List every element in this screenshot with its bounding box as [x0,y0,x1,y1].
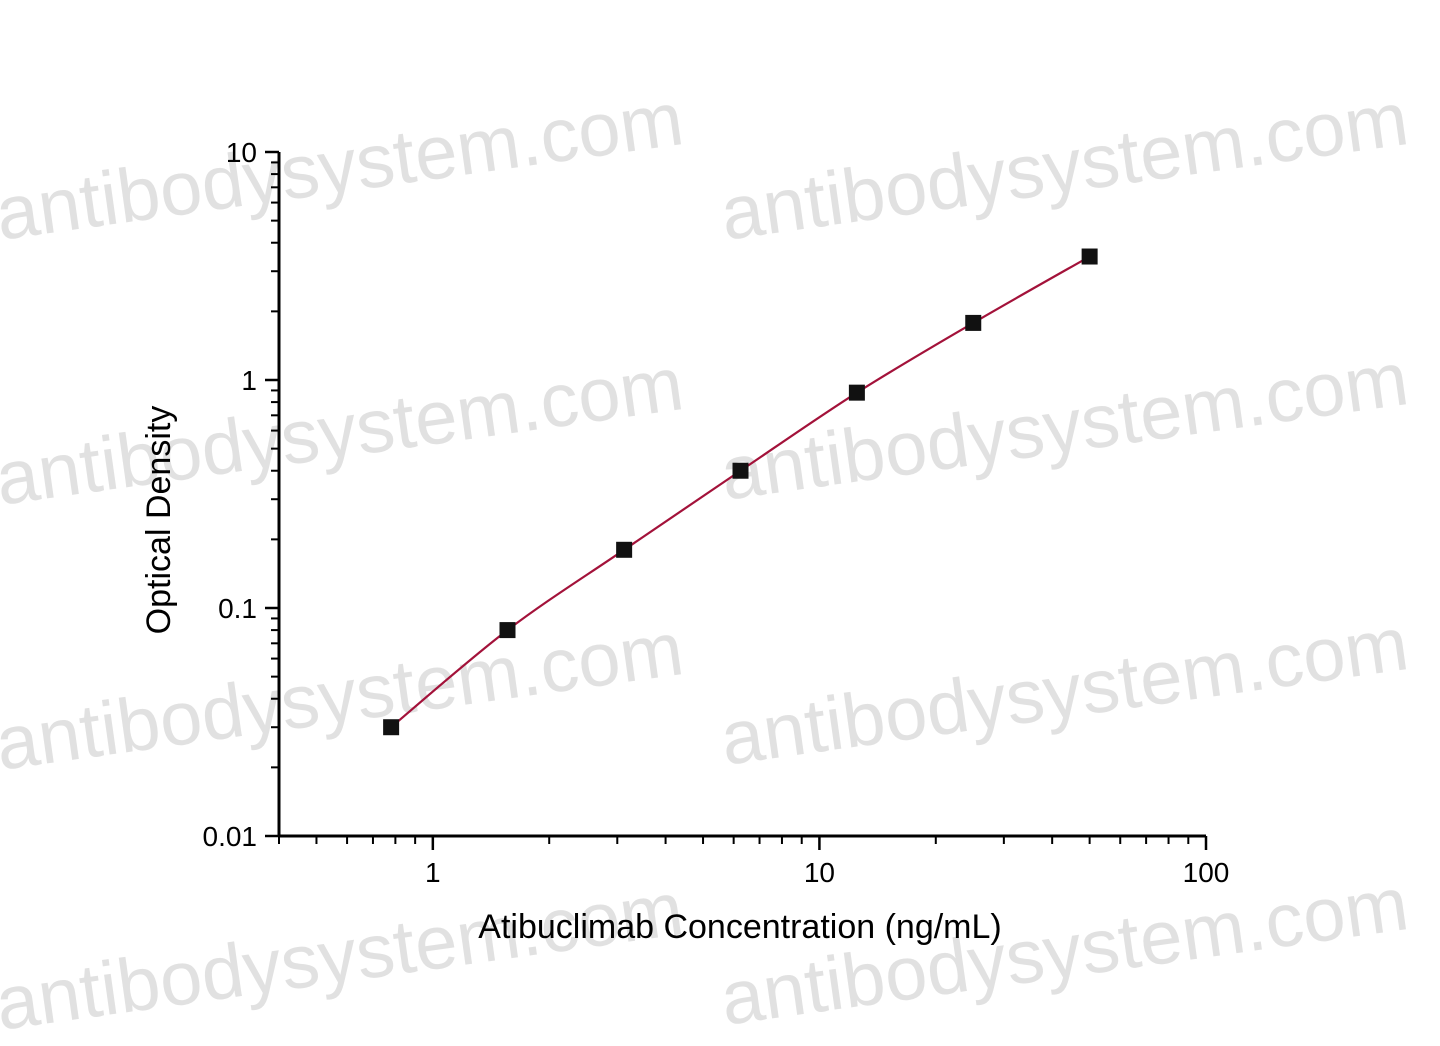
x-tick-label: 100 [1183,857,1230,888]
watermark-text: antibodysystem.com [716,336,1414,517]
data-point-marker [383,719,400,736]
data-point-marker [499,622,516,639]
x-tick-label: 1 [425,857,441,888]
y-tick-label: 1 [241,365,257,396]
tick-marks [265,150,1208,850]
watermark-text: antibodysystem.com [716,861,1414,1042]
watermark-text: antibodysystem.com [0,866,688,1046]
watermark-text: antibodysystem.com [0,606,688,787]
data-point-marker [616,541,633,558]
data-markers [383,248,1098,736]
data-point-marker [1081,248,1098,265]
y-tick-label: 0.1 [218,593,257,624]
watermark-text: antibodysystem.com [0,76,688,257]
x-axis-label: Atibuclimab Concentration (ng/mL) [478,908,1001,946]
y-tick-label: 10 [226,137,257,168]
tick-labels: 1 10 100 0.01 0.1 1 10 [203,137,1230,888]
x-tick-label: 10 [804,857,835,888]
y-tick-label: 0.01 [203,821,258,852]
watermark-layer: antibodysystem.com antibodysystem.comanti… [0,76,1413,1046]
data-point-marker [965,314,982,331]
watermark-text: antibodysystem.com [716,76,1414,257]
data-point-marker [732,462,749,479]
y-axis-label: Optical Density [140,406,178,635]
data-point-marker [848,384,865,401]
watermark-text: antibodysystem.com [0,341,688,522]
watermark-text: antibodysystem.com [716,601,1414,782]
